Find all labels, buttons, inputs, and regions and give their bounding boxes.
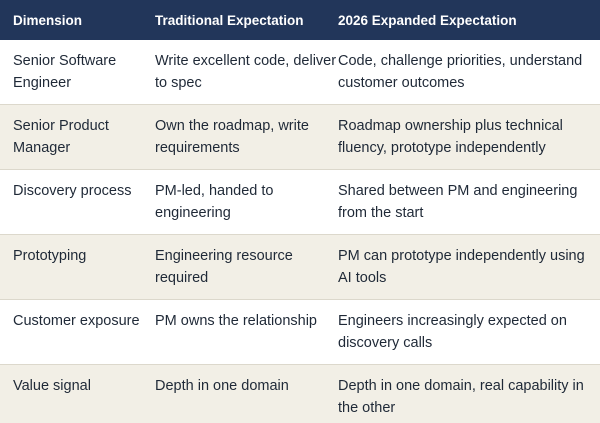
dimension-text: Senior Product Manager <box>13 118 109 156</box>
table-row: Senior Product Manager Own the roadmap, … <box>0 104 600 170</box>
expanded-text: Engineers increasingly expected on disco… <box>338 313 567 351</box>
dimension-cell: Value signal <box>0 364 155 423</box>
traditional-cell: PM-led, handed to engineering <box>155 169 338 235</box>
traditional-text: PM owns the relationship <box>155 313 317 329</box>
header-2026-expanded-expectation: 2026 Expanded Expectation <box>338 13 517 28</box>
traditional-cell: Engineering resource required <box>155 234 338 300</box>
traditional-cell: Own the roadmap, write requirements <box>155 104 338 170</box>
table-row: Senior Software Engineer Write excellent… <box>0 40 600 105</box>
expanded-text: PM can prototype independently using AI … <box>338 248 585 286</box>
dimension-cell: Prototyping <box>0 234 155 300</box>
expanded-cell: Engineers increasingly expected on disco… <box>338 299 600 365</box>
traditional-text: Own the roadmap, write requirements <box>155 118 309 156</box>
traditional-text: Depth in one domain <box>155 378 289 394</box>
traditional-text: Engineering resource required <box>155 248 293 286</box>
header-dimension: Dimension <box>13 13 83 28</box>
expanded-text: Code, challenge priorities, understand c… <box>338 53 583 91</box>
table-header-row: Dimension Traditional Expectation 2026 E… <box>0 0 600 40</box>
expanded-cell: Roadmap ownership plus technical fluency… <box>338 104 600 170</box>
traditional-text: Write excellent code, deliver to spec <box>155 53 337 91</box>
dimension-cell: Senior Product Manager <box>0 104 155 170</box>
expanded-cell: PM can prototype independently using AI … <box>338 234 600 300</box>
traditional-text: PM-led, handed to engineering <box>155 183 274 221</box>
dimension-cell: Discovery process <box>0 169 155 235</box>
dimension-text: Discovery process <box>13 183 132 199</box>
traditional-cell: Depth in one domain <box>155 364 338 423</box>
dimension-text: Value signal <box>13 378 91 394</box>
expanded-text: Roadmap ownership plus technical fluency… <box>338 118 563 156</box>
expanded-text: Shared between PM and engineering from t… <box>338 183 578 221</box>
dimension-text: Prototyping <box>13 248 87 264</box>
expanded-text: Depth in one domain, real capability in … <box>338 378 584 416</box>
table-row: Value signal Depth in one domain Depth i… <box>0 364 600 423</box>
dimension-cell: Customer exposure <box>0 299 155 365</box>
expanded-cell: Shared between PM and engineering from t… <box>338 169 600 235</box>
dimension-text: Customer exposure <box>13 313 140 329</box>
expanded-cell: Depth in one domain, real capability in … <box>338 364 600 423</box>
table-row: Prototyping Engineering resource require… <box>0 234 600 300</box>
expanded-cell: Code, challenge priorities, understand c… <box>338 40 600 105</box>
dimension-cell: Senior Software Engineer <box>0 40 155 105</box>
table-row: Customer exposure PM owns the relationsh… <box>0 299 600 365</box>
table-row: Discovery process PM-led, handed to engi… <box>0 169 600 235</box>
dimension-text: Senior Software Engineer <box>13 53 117 91</box>
header-traditional-expectation: Traditional Expectation <box>155 13 304 28</box>
traditional-cell: Write excellent code, deliver to spec <box>155 40 338 105</box>
traditional-cell: PM owns the relationship <box>155 299 338 365</box>
